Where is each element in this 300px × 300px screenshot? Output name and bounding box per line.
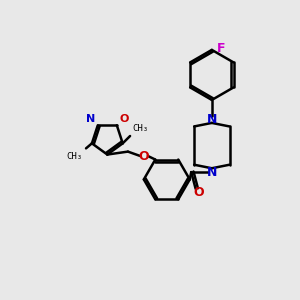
Text: F: F (217, 42, 226, 55)
Text: O: O (139, 149, 149, 163)
Text: CH₃: CH₃ (132, 124, 148, 133)
Text: CH₃: CH₃ (67, 152, 83, 161)
Text: N: N (207, 166, 217, 178)
Text: N: N (207, 112, 217, 126)
Text: N: N (86, 114, 95, 124)
Text: O: O (194, 186, 205, 199)
Text: O: O (119, 114, 129, 124)
